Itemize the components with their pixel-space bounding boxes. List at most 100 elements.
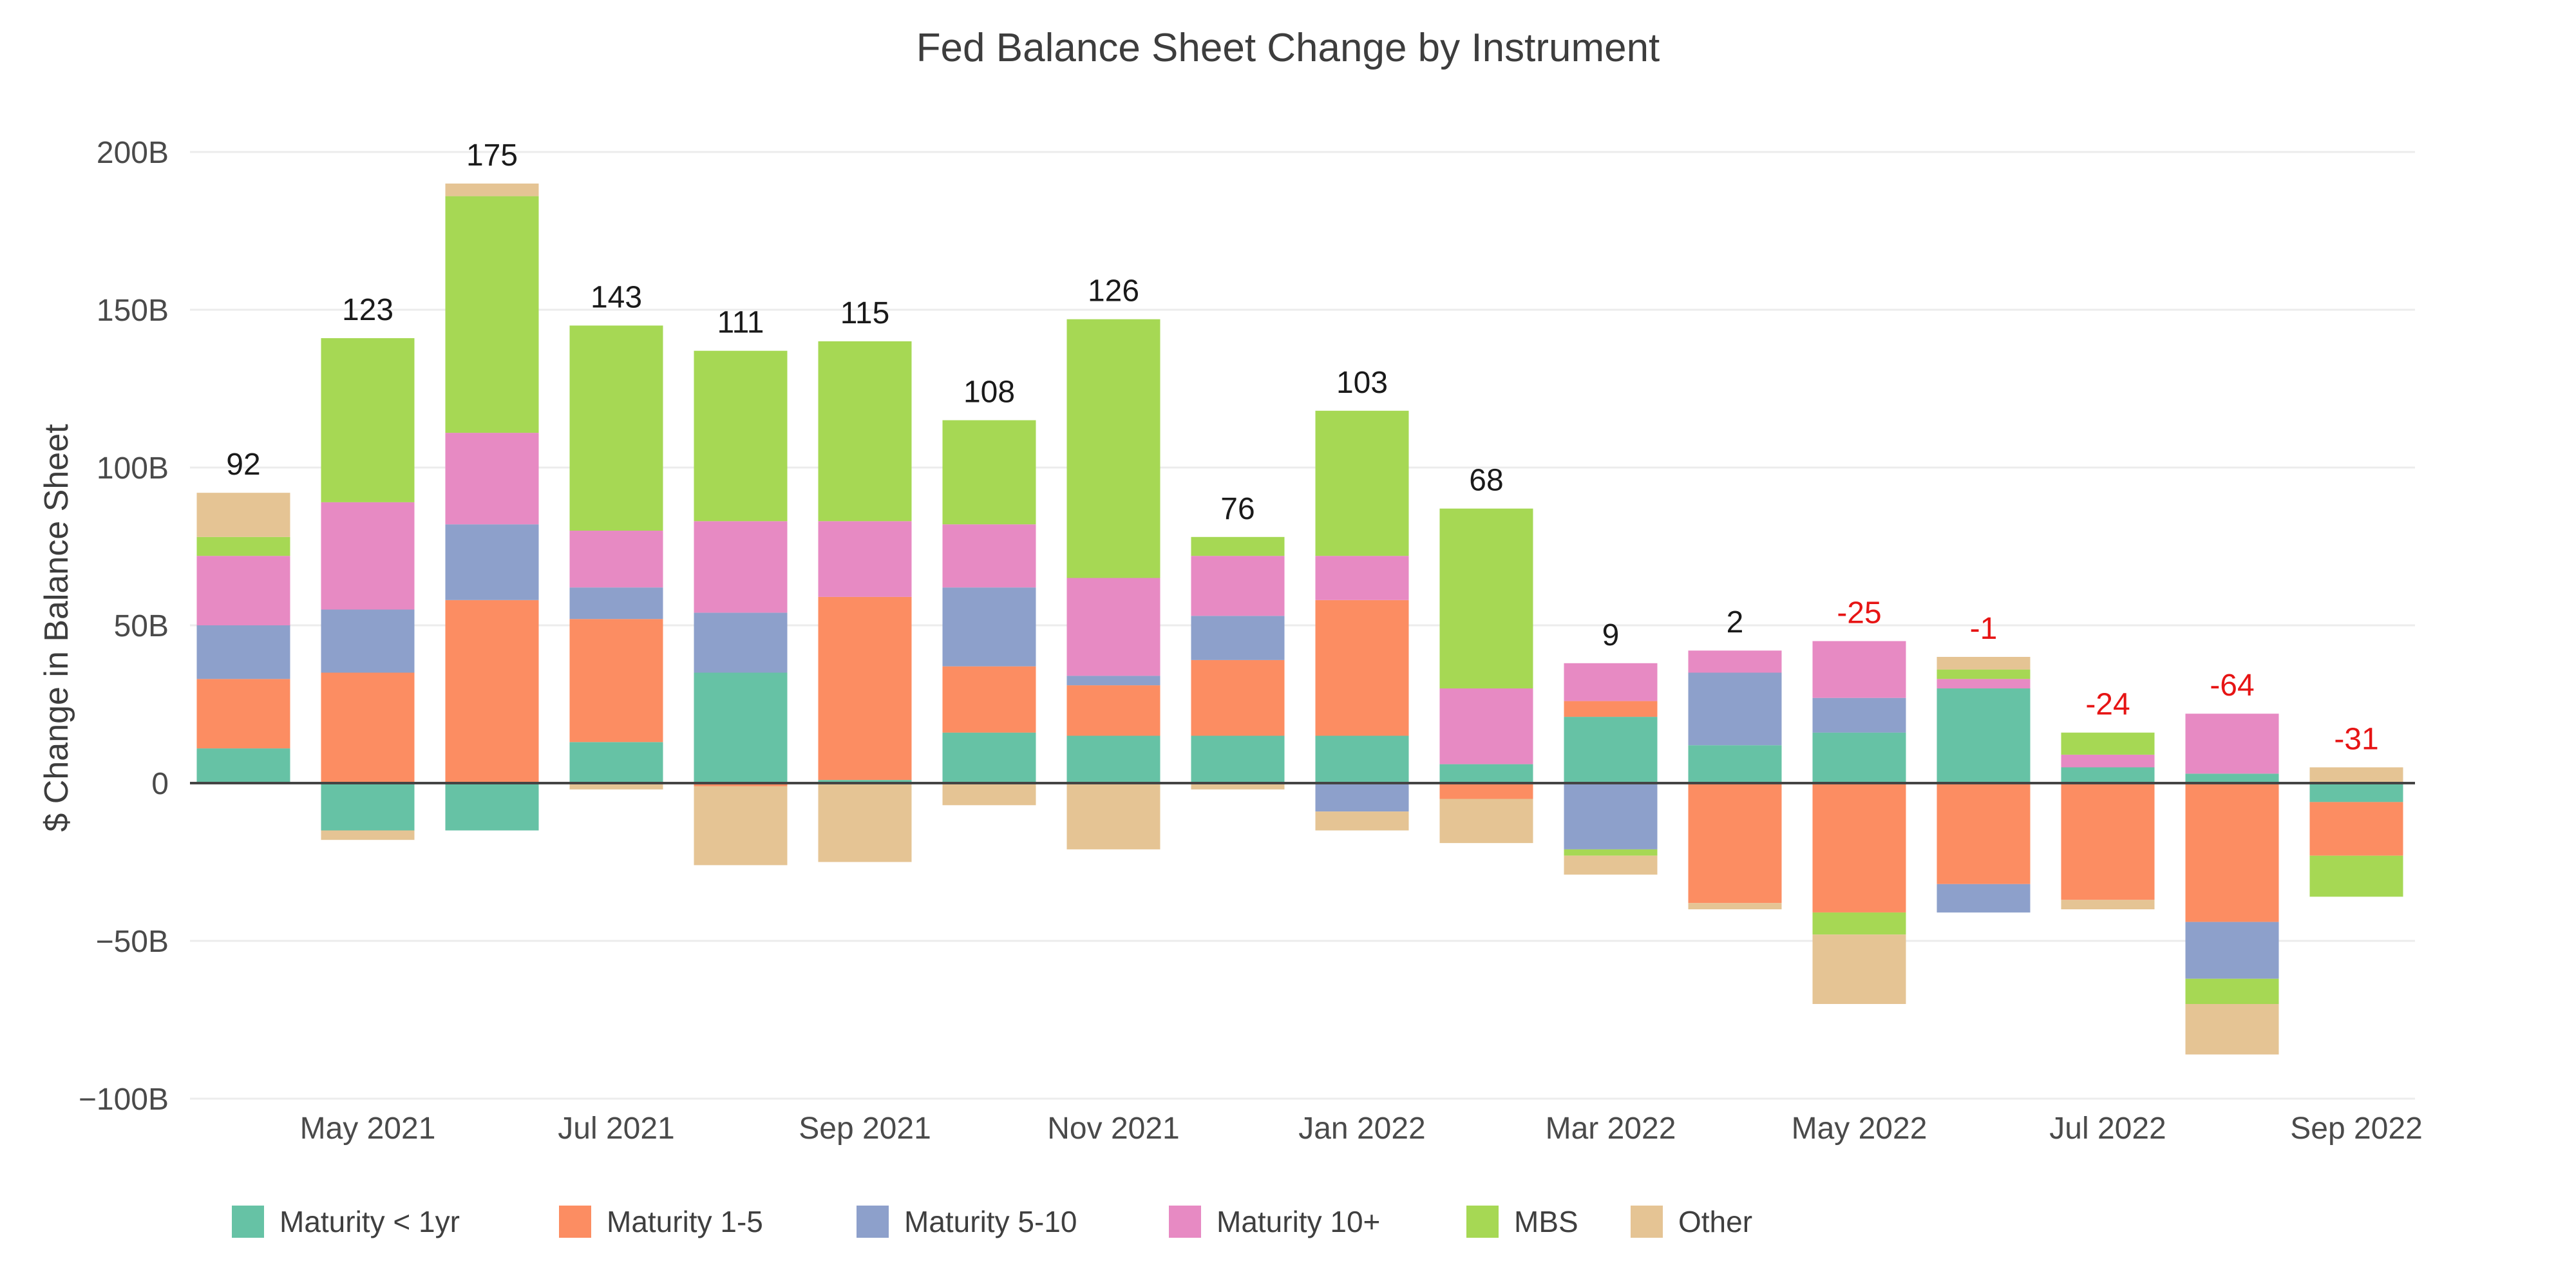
bar-segment	[569, 531, 663, 588]
bar-segment	[694, 521, 788, 613]
bar-segment	[321, 783, 415, 831]
bar-segment	[1812, 783, 1906, 913]
bar-segment	[196, 536, 290, 556]
x-tick-label: Mar 2022	[1546, 1112, 1676, 1146]
bar-segment	[321, 338, 415, 502]
bar-segment	[1066, 735, 1160, 783]
bar-segment	[1191, 616, 1285, 660]
bar-segment	[1937, 688, 2031, 783]
bar-segment	[321, 502, 415, 610]
bar-segment	[1191, 659, 1285, 736]
bar-segment	[1937, 679, 2031, 688]
bar-segment	[1066, 685, 1160, 736]
bar-segment	[2309, 855, 2403, 897]
bar-segment	[1191, 556, 1285, 616]
bar-value-label: 111	[717, 306, 764, 340]
bar-segment	[196, 493, 290, 537]
bar-segment	[2061, 783, 2155, 900]
legend-item[interactable]: Maturity 10+	[1169, 1205, 1380, 1238]
bar-segment	[569, 783, 663, 790]
bar-value-label: 92	[226, 448, 260, 482]
bar-segment	[2061, 767, 2155, 783]
bar-segment	[694, 672, 788, 783]
x-tick-label: Sep 2022	[2290, 1112, 2423, 1146]
legend-label: MBS	[1514, 1205, 1578, 1238]
bar-value-label: -1	[1970, 612, 1998, 646]
bar-segment	[694, 786, 788, 866]
legend-item[interactable]: Maturity 1-5	[559, 1205, 763, 1238]
bar-segment	[942, 666, 1036, 733]
legend-label: Maturity 5-10	[904, 1205, 1077, 1238]
bar-segment	[818, 341, 912, 522]
legend-item[interactable]: Other	[1631, 1205, 1752, 1238]
bar-segment	[1564, 701, 1658, 717]
legend-item[interactable]: Maturity < 1yr	[232, 1205, 460, 1238]
y-tick-label: −50B	[96, 925, 169, 959]
bar-segment	[942, 420, 1036, 525]
x-tick-label: May 2022	[1792, 1112, 1927, 1146]
y-tick-label: 200B	[97, 136, 169, 170]
bar-segment	[1315, 600, 1409, 736]
bar-value-label: -64	[2210, 668, 2254, 703]
bar-oct-2021	[942, 420, 1036, 806]
bar-value-label: 108	[963, 375, 1015, 410]
y-axis-title: $ Change in Balance Sheet	[38, 424, 75, 832]
legend: Maturity < 1yr Maturity 1-5 Maturity 5-10 M…	[232, 1205, 1752, 1238]
bar-segment	[1937, 657, 2031, 670]
y-tick-label: 150B	[97, 294, 169, 328]
bar-segment	[1564, 663, 1658, 701]
bar-value-label: 68	[1469, 464, 1503, 498]
bar-segment	[2309, 783, 2403, 802]
legend-swatch	[559, 1206, 591, 1238]
x-tick-label: May 2021	[300, 1112, 436, 1146]
bar-segment	[1315, 783, 1409, 812]
y-tick-label: 100B	[97, 451, 169, 486]
legend-label: Maturity 1-5	[607, 1205, 763, 1238]
legend-swatch	[1466, 1206, 1499, 1238]
bar-segment	[1688, 650, 1782, 673]
bar-segment	[942, 783, 1036, 806]
bar-jul-2021	[569, 325, 663, 790]
legend-swatch	[1169, 1206, 1201, 1238]
x-tick-label: Jul 2021	[558, 1112, 674, 1146]
x-tick-label: Jan 2022	[1298, 1112, 1426, 1146]
grid-layer	[190, 151, 2415, 1100]
y-tick-label: 0	[151, 767, 169, 801]
legend-item[interactable]: MBS	[1466, 1205, 1578, 1238]
bar-segment	[942, 524, 1036, 588]
bar-value-label: 115	[840, 296, 890, 330]
x-tick-label: Sep 2021	[799, 1112, 931, 1146]
legend-swatch	[857, 1206, 889, 1238]
bar-segment	[569, 587, 663, 620]
bar-jun-2022	[1937, 657, 2031, 913]
bar-mar-2022	[1564, 663, 1658, 875]
bar-segment	[2061, 900, 2155, 909]
bar-value-label: 76	[1220, 492, 1255, 526]
bar-segment	[445, 184, 539, 196]
bar-segment	[694, 612, 788, 673]
bar-jun-2021	[445, 184, 539, 831]
bar-jan-2022	[1315, 410, 1409, 831]
bar-segment	[818, 780, 912, 783]
bar-segment	[1439, 783, 1533, 799]
bar-dec-2021	[1191, 536, 1285, 790]
bar-value-label: 126	[1088, 274, 1139, 308]
bar-segment	[1812, 697, 1906, 733]
bar-segment	[196, 748, 290, 783]
bar-segment	[2185, 773, 2279, 783]
bar-aug-2022	[2185, 714, 2279, 1055]
bar-segment	[321, 672, 415, 783]
legend-item[interactable]: Maturity 5-10	[857, 1205, 1077, 1238]
bar-segment	[2185, 1004, 2279, 1055]
bar-segment	[1439, 688, 1533, 764]
bar-sep-2021	[818, 341, 912, 862]
bar-segment	[445, 524, 539, 600]
y-tick-label: 50B	[114, 609, 169, 643]
bar-segment	[569, 619, 663, 743]
bar-apr-2022	[1688, 650, 1782, 909]
bar-jul-2022	[2061, 732, 2155, 909]
bars-layer	[196, 184, 2403, 1055]
bar-segment	[1191, 783, 1285, 790]
